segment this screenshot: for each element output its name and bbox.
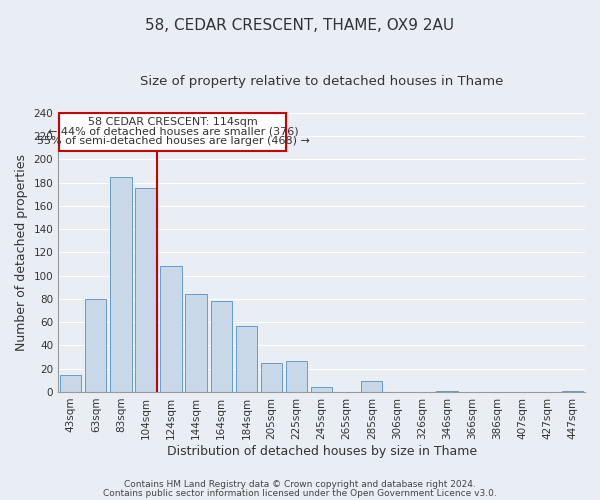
Bar	[85, 299, 106, 392]
Bar	[236, 326, 257, 392]
Bar	[436, 391, 458, 392]
Text: 58 CEDAR CRESCENT: 114sqm: 58 CEDAR CRESCENT: 114sqm	[88, 118, 258, 128]
Bar	[562, 391, 583, 392]
Bar	[361, 382, 382, 392]
Text: ← 44% of detached houses are smaller (376): ← 44% of detached houses are smaller (37…	[47, 126, 298, 136]
Y-axis label: Number of detached properties: Number of detached properties	[15, 154, 28, 351]
Title: Size of property relative to detached houses in Thame: Size of property relative to detached ho…	[140, 75, 503, 88]
Bar	[185, 294, 207, 392]
Bar	[136, 188, 157, 392]
Bar	[286, 360, 307, 392]
Bar	[60, 374, 82, 392]
Text: Contains public sector information licensed under the Open Government Licence v3: Contains public sector information licen…	[103, 488, 497, 498]
X-axis label: Distribution of detached houses by size in Thame: Distribution of detached houses by size …	[167, 444, 476, 458]
Bar	[110, 177, 131, 392]
Bar	[261, 363, 282, 392]
Bar	[160, 266, 182, 392]
Text: 55% of semi-detached houses are larger (468) →: 55% of semi-detached houses are larger (…	[37, 136, 310, 146]
Bar	[311, 388, 332, 392]
Text: 58, CEDAR CRESCENT, THAME, OX9 2AU: 58, CEDAR CRESCENT, THAME, OX9 2AU	[145, 18, 455, 32]
Text: Contains HM Land Registry data © Crown copyright and database right 2024.: Contains HM Land Registry data © Crown c…	[124, 480, 476, 489]
FancyBboxPatch shape	[59, 113, 286, 151]
Bar	[211, 301, 232, 392]
